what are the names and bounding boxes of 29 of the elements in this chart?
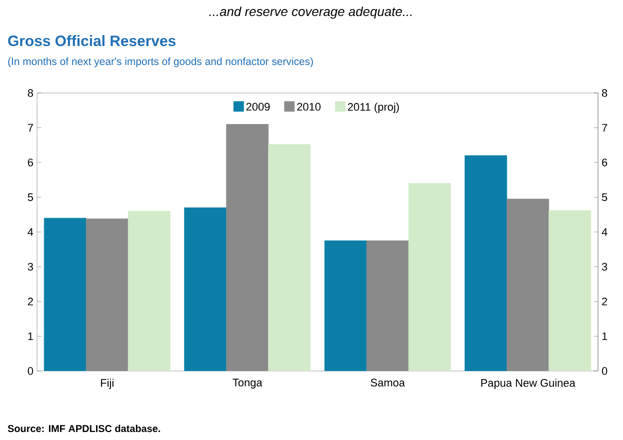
y-tick-label: 3 — [28, 262, 34, 271]
y2-tick-label: 2 — [602, 298, 608, 306]
chart-subtitle: (In months of next year's imports of goods and nonfactor services) — [8, 57, 313, 68]
y-tick-label: 0 — [28, 367, 34, 375]
y-tick-label: 7 — [28, 124, 33, 132]
y2-tick-label: 3 — [602, 262, 608, 271]
y2-tick-label: 4 — [602, 228, 608, 236]
y2-tick-label: 7 — [602, 124, 608, 132]
y2-tick-label: 1 — [602, 332, 608, 340]
source-note: Source: IMF APDLISC database. — [8, 424, 160, 432]
y-tick-label: 4 — [28, 228, 34, 236]
y2-tick-label: 0 — [602, 367, 608, 375]
legend-label: 2011 (proj) — [348, 102, 399, 113]
legend-label: 2009 — [246, 102, 270, 111]
text: ...and reserve coverage adequate... — [209, 6, 412, 19]
y2-tick-label: 8 — [602, 89, 608, 97]
y2-tick-label: 6 — [602, 158, 608, 166]
y-tick-label: 6 — [28, 158, 34, 166]
y-tick-label: 8 — [28, 89, 34, 97]
x-tick-label: Tonga — [232, 378, 262, 389]
y2-tick-label: 5 — [602, 193, 608, 202]
chart-title: Gross Official Reserves — [8, 35, 176, 46]
x-tick-label: Fiji — [101, 378, 114, 389]
x-tick-label: Samoa — [370, 378, 405, 387]
y-tick-label: 1 — [28, 332, 33, 340]
y-tick-label: 2 — [28, 298, 33, 306]
x-tick-label: Papua New Guinea — [481, 378, 576, 389]
legend-label: 2010 — [297, 102, 321, 111]
y-tick-label: 5 — [28, 193, 34, 202]
